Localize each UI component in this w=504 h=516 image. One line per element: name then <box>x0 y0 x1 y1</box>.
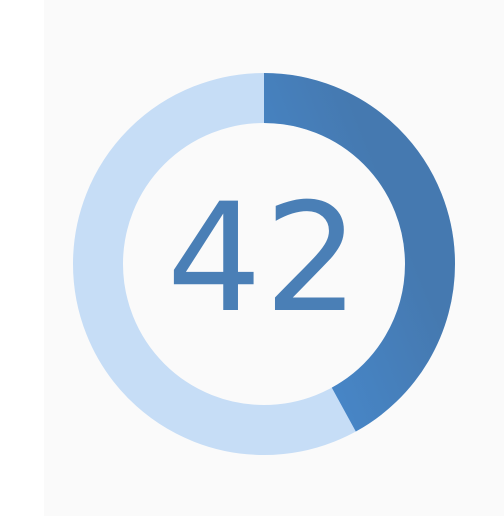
progress-ring: 42 <box>72 72 456 456</box>
progress-ring-fill <box>73 73 455 455</box>
progress-value: 42 <box>166 172 362 346</box>
progress-ring-graphic <box>73 73 455 455</box>
